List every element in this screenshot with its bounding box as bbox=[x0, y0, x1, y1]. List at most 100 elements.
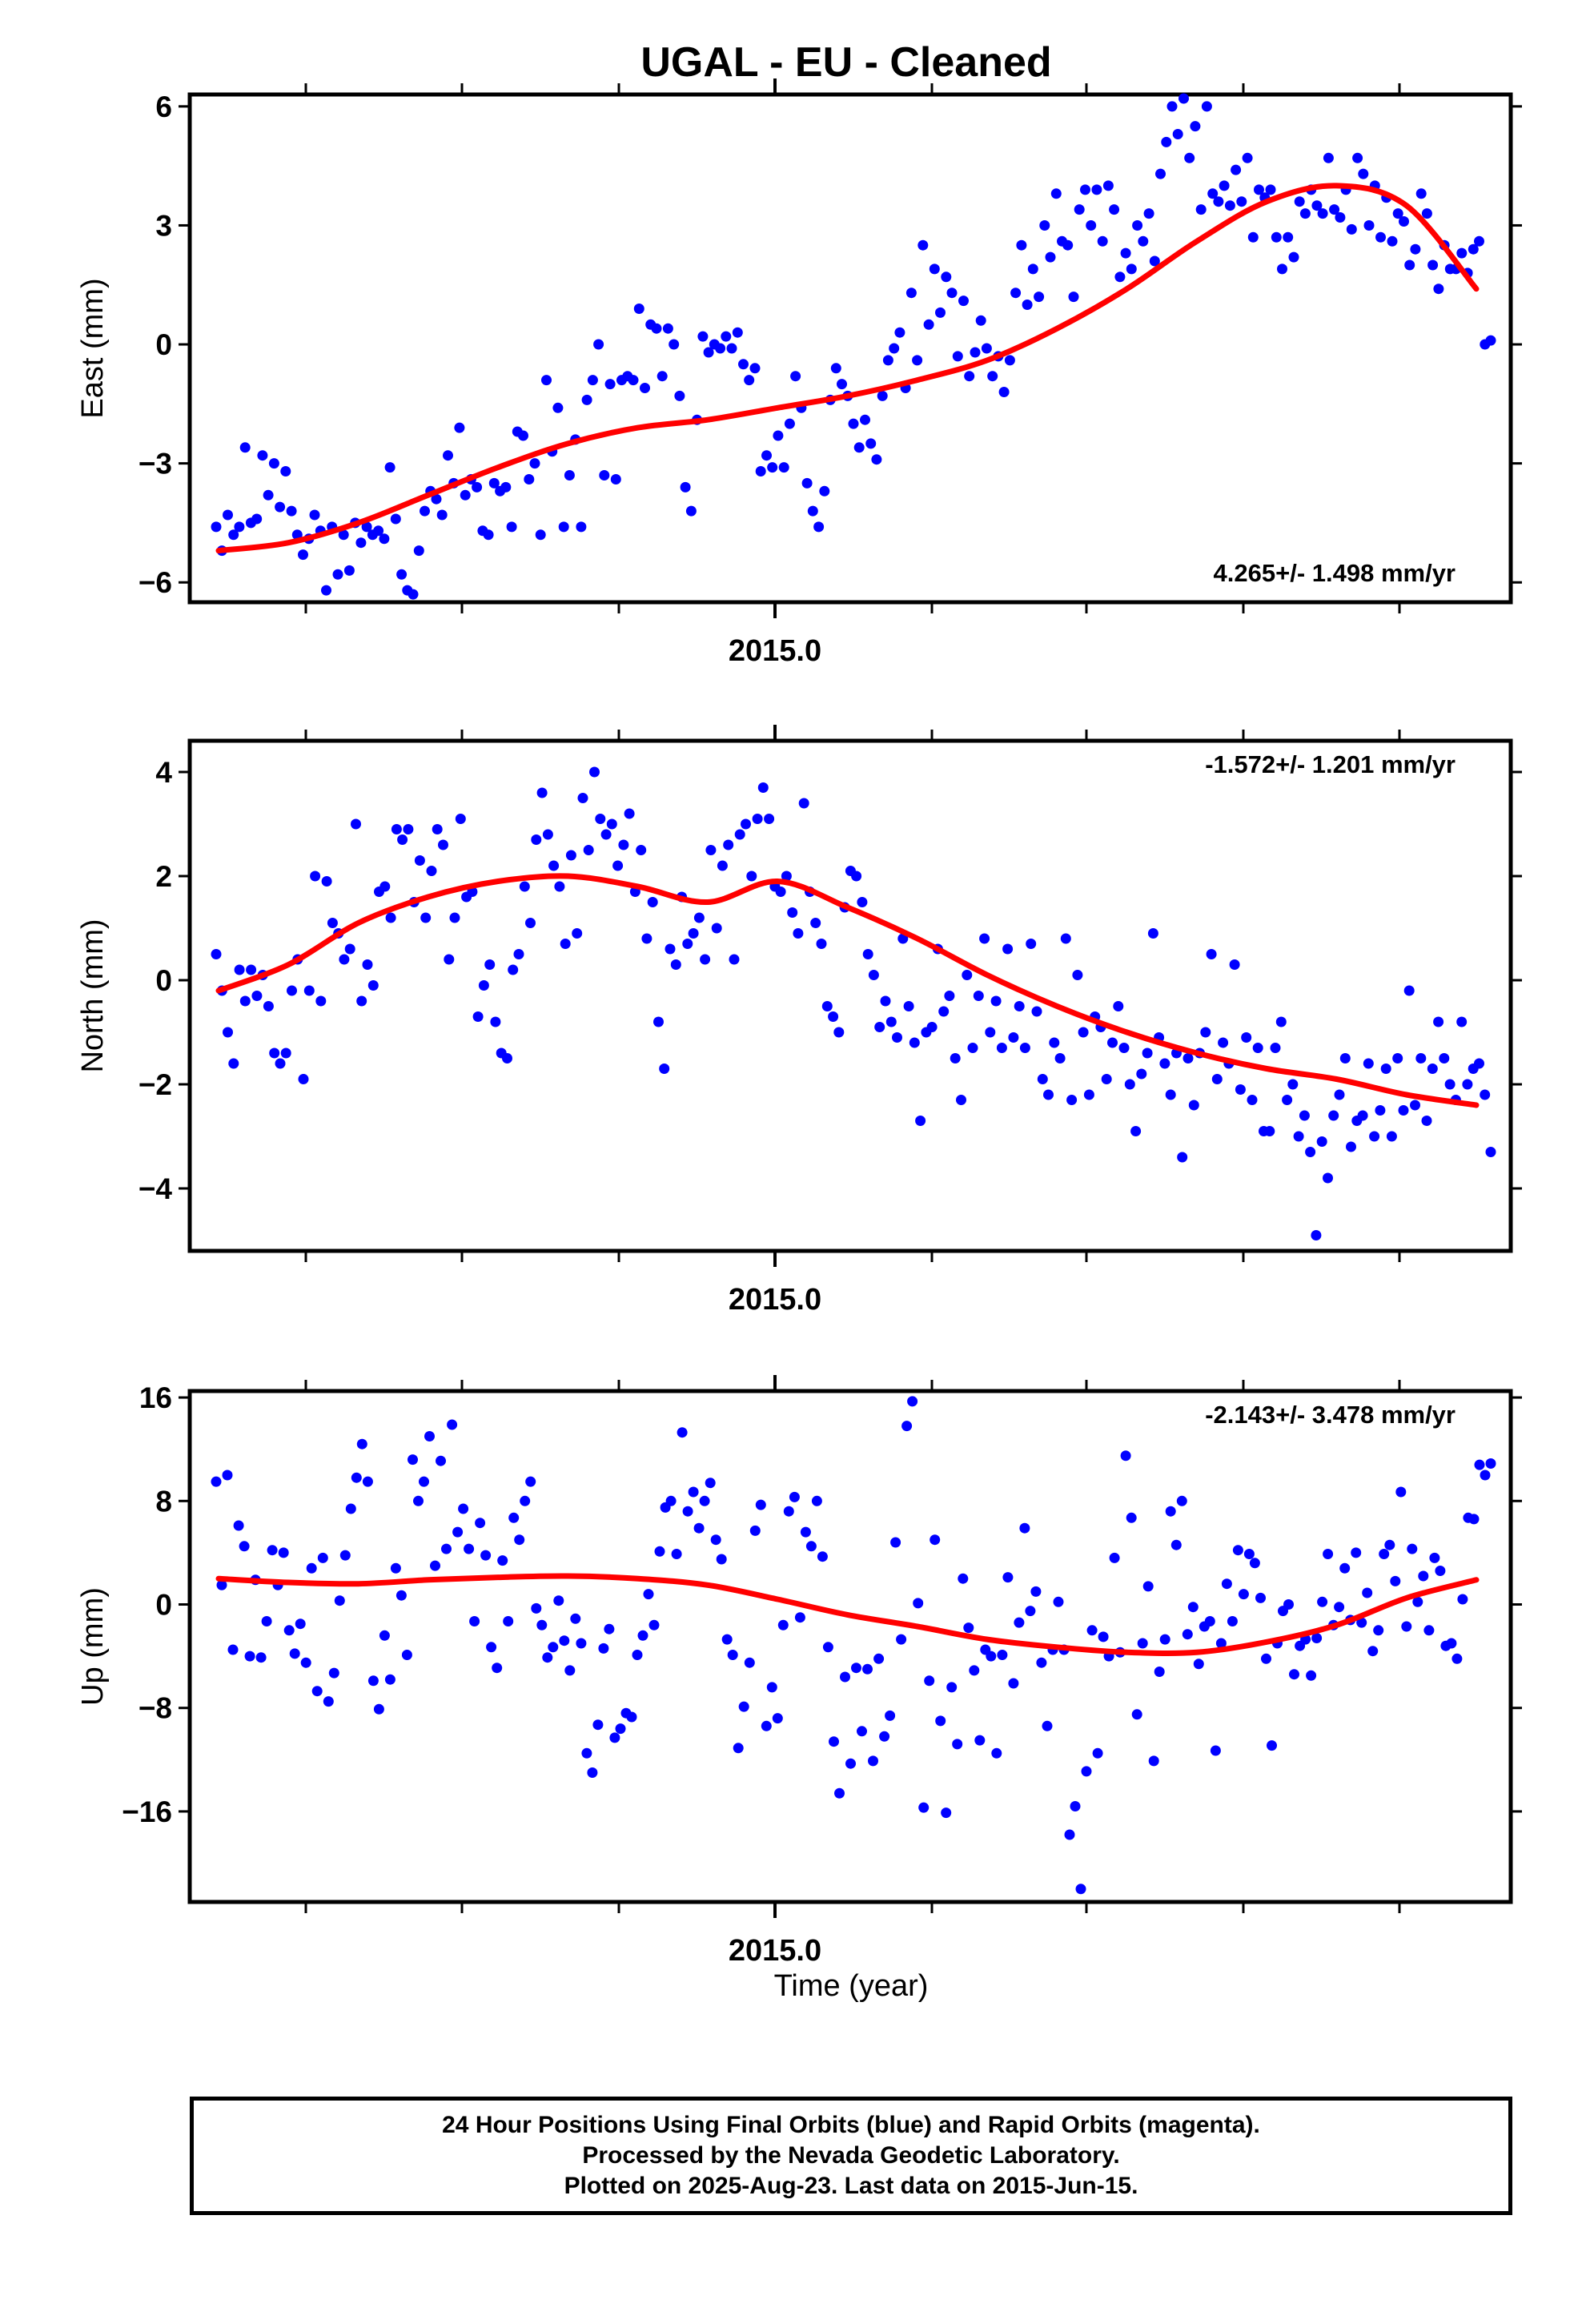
data-point bbox=[877, 390, 888, 401]
data-point bbox=[700, 954, 711, 965]
data-point bbox=[1224, 200, 1235, 211]
data-point bbox=[233, 1520, 244, 1531]
data-point bbox=[536, 1619, 548, 1630]
data-point bbox=[431, 493, 442, 505]
data-point bbox=[413, 1495, 424, 1506]
data-point bbox=[289, 1648, 300, 1659]
data-point bbox=[749, 363, 761, 374]
chart-title: UGAL - EU - Cleaned bbox=[640, 39, 1051, 86]
y-tick-label: −6 bbox=[139, 566, 172, 599]
data-point bbox=[1161, 136, 1172, 147]
data-point bbox=[1137, 1638, 1148, 1649]
data-point bbox=[351, 1472, 362, 1483]
data-point bbox=[669, 339, 680, 350]
data-point bbox=[711, 923, 722, 934]
data-point bbox=[860, 414, 870, 425]
data-point bbox=[1334, 1089, 1345, 1100]
data-point bbox=[778, 462, 789, 473]
data-point bbox=[697, 331, 709, 342]
data-point bbox=[1311, 200, 1323, 211]
data-point bbox=[355, 537, 367, 549]
data-point bbox=[306, 1562, 317, 1574]
data-point bbox=[1421, 208, 1432, 219]
data-point bbox=[1254, 184, 1264, 195]
data-point bbox=[688, 928, 699, 939]
data-point bbox=[1252, 1043, 1263, 1053]
data-point bbox=[1439, 1053, 1450, 1063]
data-point bbox=[600, 829, 612, 840]
data-point bbox=[1050, 188, 1062, 199]
data-point bbox=[513, 949, 524, 959]
data-point bbox=[1346, 223, 1357, 235]
data-point bbox=[848, 418, 859, 429]
data-point bbox=[287, 985, 297, 996]
data-point bbox=[1357, 1110, 1368, 1121]
data-point bbox=[996, 1043, 1007, 1053]
data-point bbox=[599, 470, 610, 480]
data-point bbox=[1034, 292, 1045, 303]
data-point bbox=[1346, 1141, 1356, 1152]
data-point bbox=[913, 1598, 924, 1609]
data-point bbox=[1166, 101, 1178, 112]
data-point bbox=[1080, 184, 1090, 195]
data-point bbox=[1375, 1105, 1386, 1116]
data-point bbox=[1403, 985, 1415, 996]
data-point bbox=[703, 347, 714, 358]
data-point bbox=[1379, 1549, 1390, 1559]
data-point bbox=[1016, 239, 1027, 251]
data-point bbox=[1074, 204, 1085, 215]
data-point bbox=[583, 845, 594, 855]
data-point bbox=[1435, 1566, 1446, 1576]
data-point bbox=[1219, 180, 1230, 191]
data-point bbox=[531, 1602, 542, 1614]
data-point bbox=[726, 343, 737, 354]
data-point bbox=[577, 793, 588, 803]
data-point bbox=[438, 839, 448, 850]
data-point bbox=[424, 1431, 435, 1441]
data-point bbox=[615, 1723, 626, 1735]
data-point bbox=[373, 525, 384, 537]
data-point bbox=[525, 918, 536, 928]
data-point bbox=[447, 1419, 458, 1430]
data-point bbox=[1395, 1486, 1407, 1498]
data-point bbox=[828, 1011, 839, 1022]
data-point bbox=[384, 462, 396, 473]
data-point bbox=[343, 565, 355, 576]
data-point bbox=[604, 379, 616, 390]
data-point bbox=[379, 881, 391, 892]
data-point bbox=[351, 818, 361, 830]
data-point bbox=[1132, 220, 1143, 231]
data-point bbox=[472, 1011, 484, 1022]
data-point bbox=[1042, 1720, 1053, 1731]
data-point bbox=[643, 1589, 654, 1600]
data-point bbox=[244, 1651, 255, 1662]
data-point bbox=[1172, 129, 1183, 139]
data-point bbox=[589, 766, 600, 778]
data-point bbox=[738, 359, 749, 370]
data-point bbox=[1317, 208, 1328, 219]
data-point bbox=[923, 319, 934, 330]
data-point bbox=[1270, 1043, 1281, 1053]
data-point bbox=[1283, 1599, 1294, 1610]
data-point bbox=[749, 1525, 761, 1536]
data-point bbox=[1238, 1589, 1249, 1600]
data-point bbox=[865, 438, 877, 449]
data-point bbox=[1289, 1669, 1299, 1680]
data-point bbox=[1200, 1027, 1211, 1038]
data-point bbox=[1468, 1514, 1480, 1525]
y-tick-label: 2 bbox=[155, 860, 172, 893]
data-point bbox=[1305, 1147, 1316, 1157]
data-point bbox=[811, 1495, 822, 1506]
data-point bbox=[767, 462, 778, 473]
data-point bbox=[1004, 355, 1015, 366]
data-point bbox=[278, 1547, 289, 1558]
data-point bbox=[384, 1674, 396, 1685]
data-point bbox=[1265, 184, 1276, 195]
data-point bbox=[986, 1651, 997, 1662]
data-point bbox=[889, 343, 900, 354]
y-tick-label: −2 bbox=[139, 1068, 172, 1101]
data-point bbox=[1126, 1512, 1137, 1523]
data-point bbox=[1485, 1458, 1496, 1469]
data-point bbox=[1101, 1074, 1112, 1084]
data-point bbox=[833, 1027, 845, 1038]
